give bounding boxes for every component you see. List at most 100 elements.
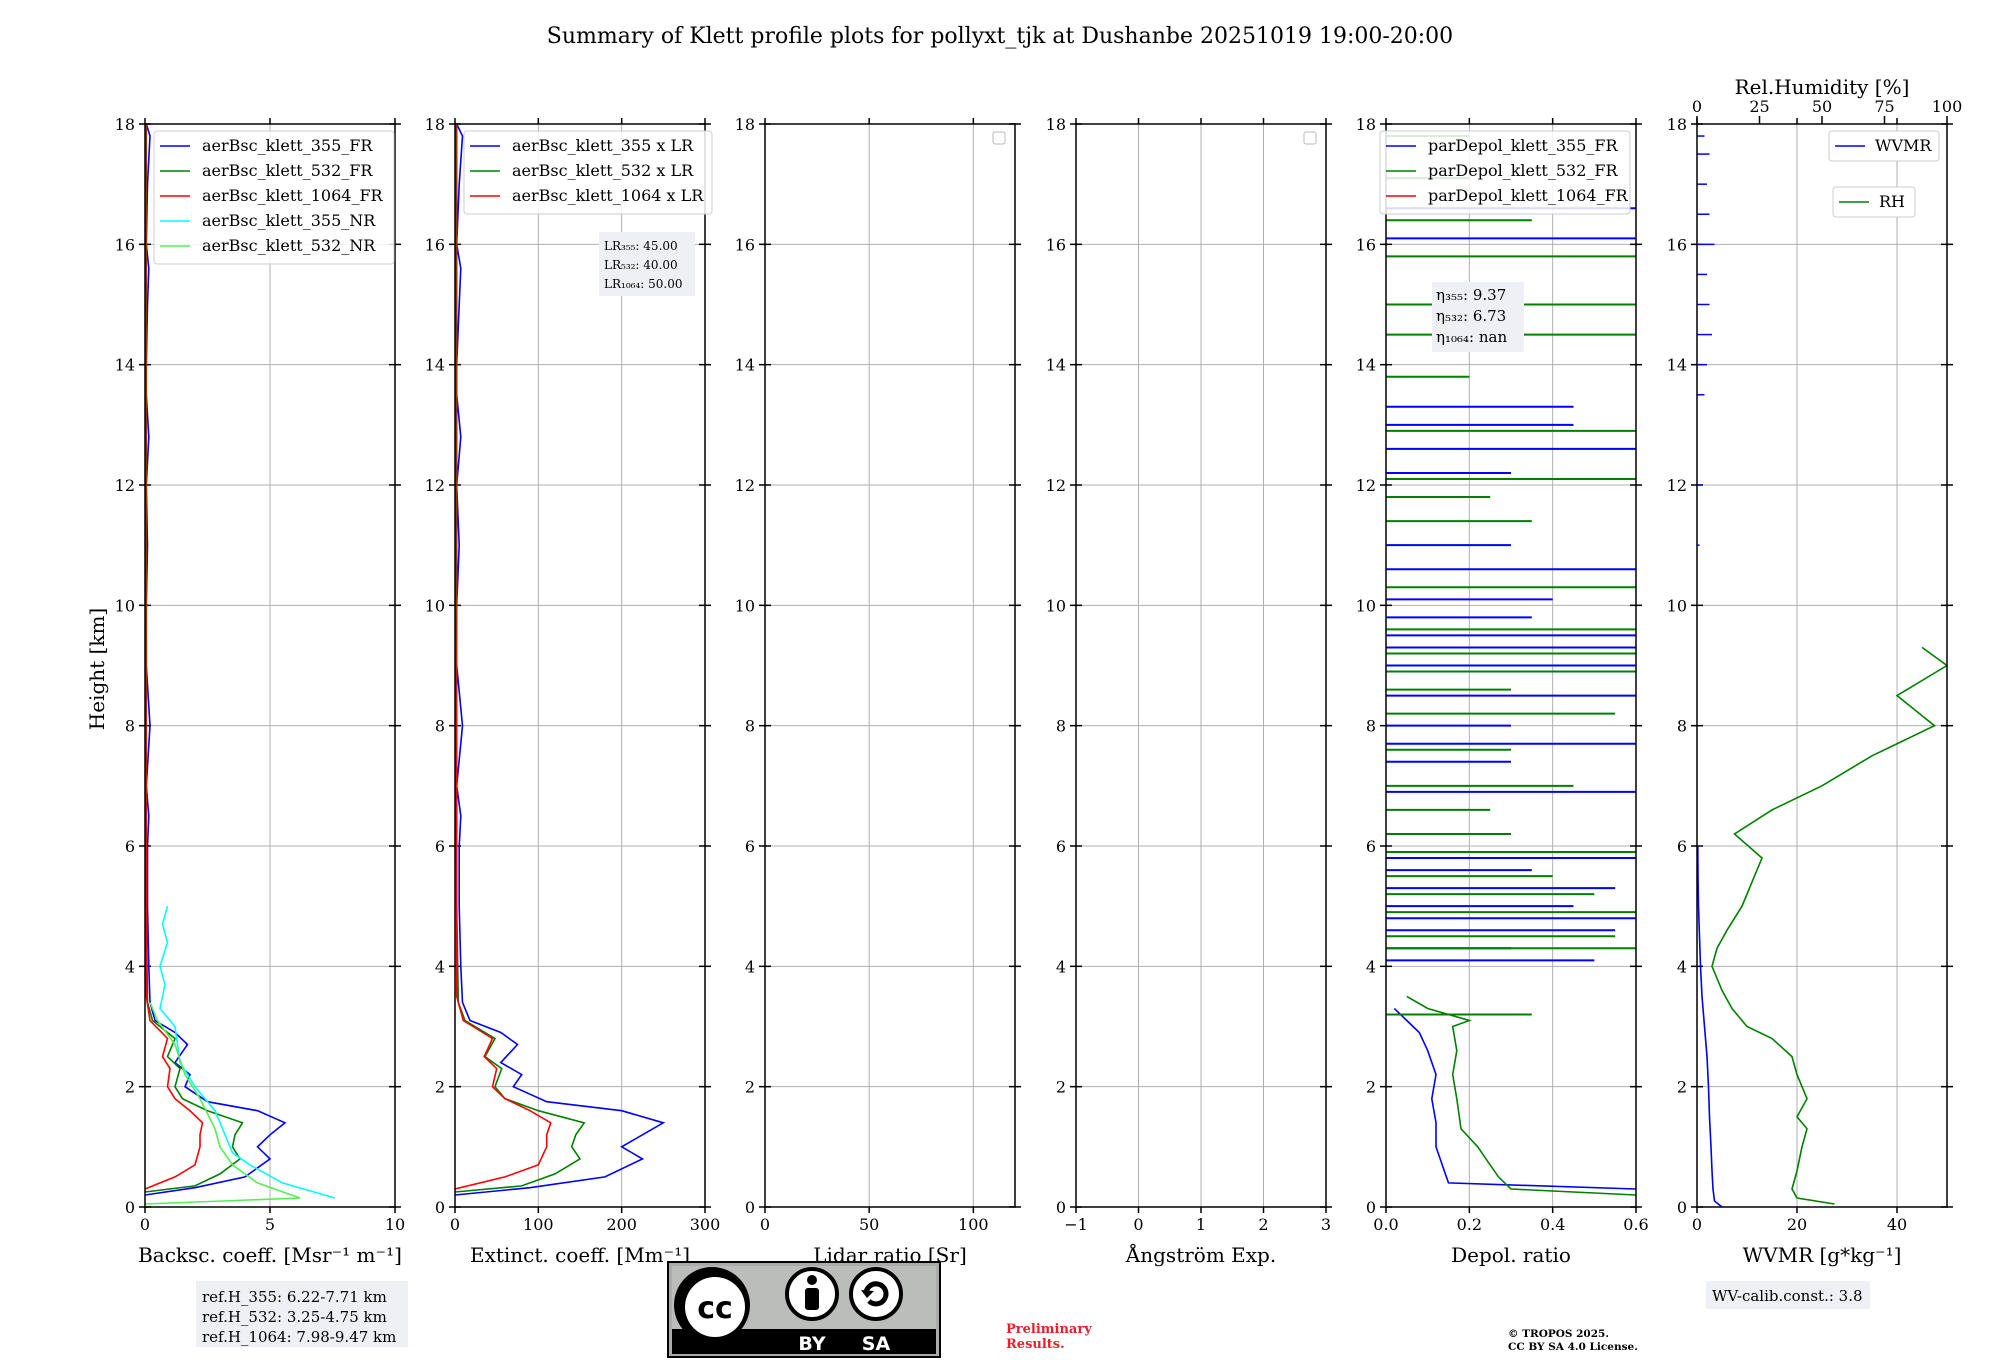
legend-label: RH (1879, 192, 1905, 211)
refh-1064: ref.H_1064: 7.98-9.47 km (202, 1328, 396, 1346)
reference-height-box: ref.H_355: 6.22-7.71 km ref.H_532: 3.25-… (196, 1281, 408, 1347)
y-tick-label: 4 (1677, 957, 1687, 976)
y-tick-label: 4 (435, 957, 445, 976)
x-axis-label: Depol. ratio (1451, 1243, 1571, 1267)
legend: aerBsc_klett_355_FR aerBsc_klett_532_FRae… (153, 130, 395, 265)
y-tick-label: 6 (1366, 837, 1376, 856)
y-tick-label: 16 (425, 235, 445, 254)
lidar-ratio-box: LR₃₅₅: 45.00 LR₅₃₂: 40.00 LR₁₀₆₄: 50.00 (599, 232, 695, 296)
x-tick-label: 5 (265, 1215, 275, 1234)
y-tick-label: 8 (1677, 717, 1687, 736)
y-tick-label: 2 (1677, 1078, 1687, 1097)
refh-355: ref.H_355: 6.22-7.71 km (202, 1288, 387, 1306)
y-tick-label: 12 (1046, 476, 1066, 495)
x-tick-label: 300 (690, 1215, 721, 1234)
legend-frame (463, 130, 713, 215)
y-tick-label: 16 (1046, 235, 1066, 254)
axes-frame (1075, 123, 1327, 1208)
lr-value: LR₁₀₆₄: 50.00 (604, 277, 682, 291)
plot-area (145, 124, 336, 1205)
legend-label: aerBsc_klett_355_FR (202, 136, 373, 155)
y-tick-label: 18 (1356, 115, 1376, 134)
x-tick-label: 100 (523, 1215, 554, 1234)
series-line-aerBsc_klett_1064_FR (145, 124, 204, 1190)
cc-by-sa-badge: cc BY SA (667, 1261, 941, 1358)
preliminary-line-2: Results. (1006, 1337, 1065, 1352)
legend-wvmr: WVMR (1828, 130, 1940, 162)
y-tick-label: 4 (745, 957, 755, 976)
x-tick-label: −1 (1064, 1215, 1088, 1234)
legend-rh: RH (1832, 186, 1916, 218)
y-tick-label: 18 (735, 115, 755, 134)
x-tick-label: 2 (1258, 1215, 1268, 1234)
y-tick-label: 16 (735, 235, 755, 254)
x-tick-label: 0.6 (1623, 1215, 1648, 1234)
y-tick-label: 8 (435, 717, 445, 736)
y-tick-label: 10 (1356, 596, 1376, 615)
x2-tick-label: 25 (1749, 97, 1769, 116)
y-tick-label: 2 (1366, 1078, 1376, 1097)
y-tick-label: 0 (435, 1198, 445, 1217)
y-tick-label: 2 (125, 1078, 135, 1097)
y-tick-label: 10 (735, 596, 755, 615)
x-tick-label: 100 (958, 1215, 989, 1234)
series-line-parDepol_klett_355_FR (1393, 1007, 1636, 1190)
axes-frame (1696, 123, 1948, 1208)
legend-label: WVMR (1875, 136, 1932, 155)
legend-label: aerBsc_klett_1064 x LR (512, 186, 704, 205)
box-bg (1432, 282, 1524, 352)
y-tick-label: 12 (1356, 476, 1376, 495)
series-line-aerBsc_klett_1064 x LR (455, 124, 552, 1190)
series-line-aerBsc_klett_355_NR (159, 905, 336, 1199)
series-line-parDepol_klett_532_FR (1406, 995, 1636, 1196)
x-tick-label: 3 (1321, 1215, 1331, 1234)
x-tick-label: 0.0 (1373, 1215, 1398, 1234)
x-tick-label: 0 (450, 1215, 460, 1234)
panel-6: 0 2 4 6 8 10 12 14 16 18 0 20 40 WVMR [g*kg⁻¹] 0 25 50 75… (1667, 75, 1963, 1267)
sa-icon (849, 1267, 903, 1321)
series-line-RH (1711, 646, 1947, 1205)
legend: aerBsc_klett_355 x LR aerBsc_klett_532 x … (463, 130, 713, 215)
series-line-aerBsc_klett_532_NR (145, 1002, 301, 1205)
plot-area (1697, 135, 1947, 1207)
y-tick-label: 6 (745, 837, 755, 856)
legend-label: aerBsc_klett_1064_FR (202, 186, 384, 205)
legend-frame (1828, 130, 1940, 162)
y-tick-label: 12 (1667, 476, 1687, 495)
x-tick-label: 20 (1787, 1215, 1807, 1234)
y-tick-label: 18 (115, 115, 135, 134)
y-tick-label: 8 (1056, 717, 1066, 736)
y-tick-label: 14 (1667, 356, 1687, 375)
x-tick-label: 0 (1692, 1215, 1702, 1234)
axes-frame (1385, 123, 1637, 1208)
legend-label: parDepol_klett_532_FR (1428, 161, 1619, 180)
y-tick-label: 10 (115, 596, 135, 615)
wv-calib-text: WV-calib.const.: 3.8 (1712, 1287, 1863, 1305)
y-tick-label: 6 (435, 837, 445, 856)
legend-frame (1832, 186, 1916, 218)
x-tick-label: 200 (606, 1215, 637, 1234)
x-axis-label: Backsc. coeff. [Msr⁻¹ m⁻¹] (138, 1243, 402, 1267)
series-line-aerBsc_klett_532_FR (145, 124, 244, 1193)
y-tick-label: 2 (745, 1078, 755, 1097)
x-axis-label: WVMR [g*kg⁻¹] (1743, 1243, 1902, 1267)
x-tick-label: 0 (760, 1215, 770, 1234)
lr-value: LR₅₃₂: 40.00 (604, 258, 678, 272)
series-line-aerBsc_klett_532 x LR (455, 124, 586, 1193)
x-tick-label: 40 (1887, 1215, 1907, 1234)
legend-label: aerBsc_klett_532_FR (202, 161, 373, 180)
y-tick-label: 10 (425, 596, 445, 615)
x-tick-label: 0.2 (1457, 1215, 1482, 1234)
y-tick-label: 0 (125, 1198, 135, 1217)
figure-title: Summary of Klett profile plots for polly… (547, 24, 1453, 49)
panel-1: 0 2 4 6 8 10 12 14 16 18 0 5 10 Backsc. coeff. [Msr⁻¹… (115, 115, 406, 1267)
axes-frame (144, 123, 396, 1208)
x-axis-label: Ångström Exp. (1125, 1242, 1276, 1267)
eta-value: η₅₃₂: 6.73 (1436, 307, 1506, 325)
eta-box: η₃₅₅: 9.37 η₅₃₂: 6.73 η₁₀₆₄: nan (1432, 282, 1524, 352)
legend-label: aerBsc_klett_355_NR (202, 211, 376, 230)
legend-label: aerBsc_klett_532 x LR (512, 161, 694, 180)
